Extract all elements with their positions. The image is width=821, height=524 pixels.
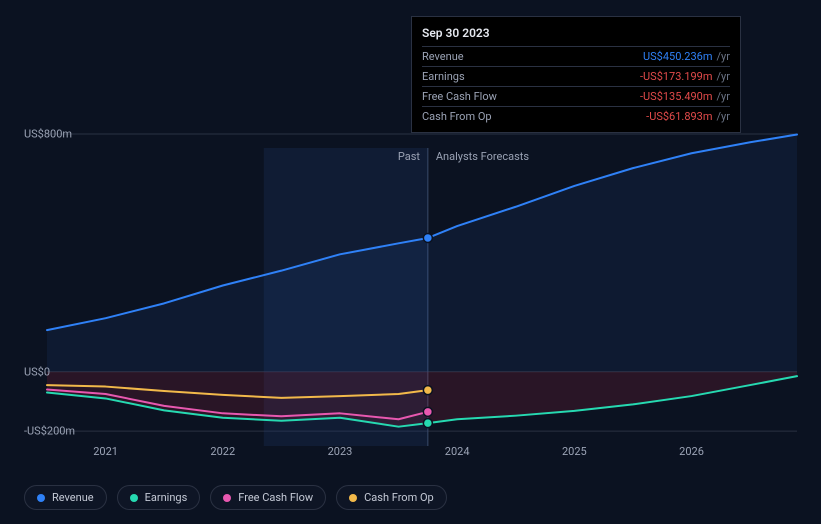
tooltip-row-value: US$450.236m [643,50,713,63]
tooltip-date: Sep 30 2023 [422,23,730,46]
y-axis-label: US$800m [24,127,72,140]
x-axis-label: 2026 [679,445,704,458]
legend-dot-icon [349,494,357,502]
legend-dot-icon [37,494,45,502]
y-axis-label: US$0 [24,365,50,378]
tooltip-row-label: Cash From Op [422,110,646,123]
past-label: Past [398,150,420,163]
tooltip-row: Free Cash Flow-US$135.490m/yr [422,86,730,106]
tooltip-row: RevenueUS$450.236m/yr [422,46,730,66]
legend-item-cfo[interactable]: Cash From Op [336,485,447,510]
legend-dot-icon [130,494,138,502]
legend-item-label: Earnings [145,491,188,504]
legend-item-label: Free Cash Flow [238,491,313,504]
chart-tooltip: Sep 30 2023 RevenueUS$450.236m/yrEarning… [411,16,741,133]
tooltip-row-value: -US$135.490m [640,90,713,103]
tooltip-row-label: Free Cash Flow [422,90,640,103]
legend-item-label: Cash From Op [364,491,434,504]
tooltip-row-value: -US$173.199m [640,70,713,83]
legend-item-revenue[interactable]: Revenue [24,485,107,510]
tooltip-row-label: Revenue [422,50,643,63]
tooltip-row-suffix: /yr [717,70,730,83]
tooltip-row-label: Earnings [422,70,640,83]
x-axis-label: 2025 [562,445,587,458]
x-axis-label: 2021 [93,445,118,458]
tooltip-row: Earnings-US$173.199m/yr [422,66,730,86]
x-axis-label: 2022 [210,445,235,458]
legend-item-fcf[interactable]: Free Cash Flow [210,485,326,510]
tooltip-row-suffix: /yr [717,50,730,63]
x-axis-label: 2023 [328,445,353,458]
chart-legend: Revenue Earnings Free Cash Flow Cash From O… [24,485,447,510]
y-axis-label: -US$200m [24,425,75,438]
legend-item-earnings[interactable]: Earnings [117,485,201,510]
legend-item-label: Revenue [52,491,94,504]
tooltip-row-suffix: /yr [717,110,730,123]
tooltip-row-suffix: /yr [717,90,730,103]
tooltip-row-value: -US$61.893m [646,110,712,123]
tooltip-row: Cash From Op-US$61.893m/yr [422,106,730,126]
x-axis-label: 2024 [445,445,470,458]
forecast-label: Analysts Forecasts [436,150,529,163]
legend-dot-icon [223,494,231,502]
